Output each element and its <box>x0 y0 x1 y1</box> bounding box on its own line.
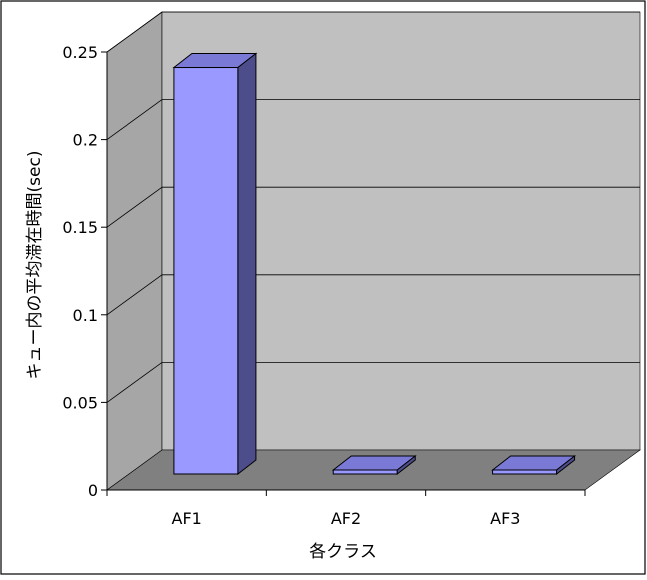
bar-front <box>492 469 558 475</box>
y-tick-label: 0.15 <box>62 218 98 237</box>
bar-AF2 <box>331 454 417 476</box>
bar-side <box>556 454 576 476</box>
y-tick-label: 0.05 <box>62 393 98 412</box>
y-tick-label: 0 <box>88 481 98 500</box>
gridline-side <box>106 99 163 140</box>
x-axis-ticks: AF1 AF2 AF3 <box>106 490 586 528</box>
y-tick-label: 0.1 <box>73 306 98 325</box>
bars <box>172 52 577 476</box>
x-tick-label: AF1 <box>172 509 202 528</box>
bar-front <box>173 67 239 475</box>
side-wall <box>106 11 163 491</box>
gridline-side <box>106 274 163 316</box>
bar-side <box>237 52 257 476</box>
bar-side <box>396 454 416 476</box>
x-tick-label: AF3 <box>490 509 520 528</box>
y-axis-ticks: 0 0.05 0.1 0.15 0.2 0.25 <box>62 43 585 500</box>
bar-front <box>332 469 398 475</box>
gridline-side <box>106 362 163 403</box>
bar-AF3 <box>491 454 577 476</box>
x-tick-label: AF2 <box>331 509 361 528</box>
x-axis-label: 各クラス <box>309 542 377 562</box>
y-tick-label: 0.2 <box>73 131 98 150</box>
gridline-side <box>106 186 163 228</box>
gridline-side <box>106 11 163 53</box>
y-axis-label: キュー内の平均滞在時間(sec) <box>25 151 45 380</box>
bar-AF1 <box>172 52 258 476</box>
y-tick-label: 0.25 <box>62 43 98 62</box>
